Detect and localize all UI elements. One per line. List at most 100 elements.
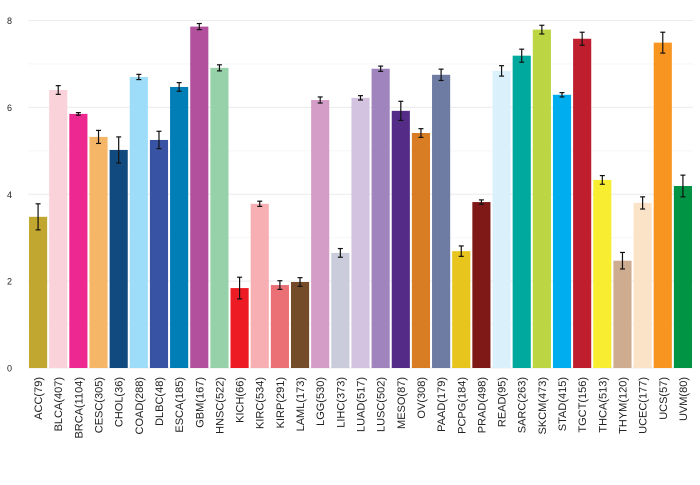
error-bar bbox=[499, 65, 505, 77]
x-tick-label: COAD(288) bbox=[134, 377, 146, 434]
x-tick-label: SKCM(473) bbox=[537, 377, 549, 434]
x-tick-label: CESC(305) bbox=[94, 377, 106, 433]
error-bar bbox=[358, 95, 363, 101]
x-tick-label: UVM(80) bbox=[678, 377, 690, 421]
x-tick-label: LIHC(373) bbox=[335, 377, 347, 428]
error-bar bbox=[257, 200, 263, 208]
y-tick-label: 0 bbox=[7, 364, 12, 374]
bar-laml bbox=[290, 281, 310, 368]
bar-kich bbox=[230, 288, 249, 368]
bar-meso bbox=[391, 110, 410, 368]
x-tick-label: LUAD(517) bbox=[356, 377, 368, 432]
bar-ucec bbox=[633, 202, 652, 368]
x-tick-label: STAD(415) bbox=[557, 377, 569, 431]
bar-gbm bbox=[190, 26, 209, 369]
bar-dlbc bbox=[149, 139, 169, 368]
bar-thym bbox=[613, 260, 632, 368]
bar-lgg bbox=[311, 99, 330, 368]
bar-luad bbox=[351, 97, 370, 368]
bar-ov bbox=[411, 133, 431, 368]
y-tick-label: 4 bbox=[7, 190, 12, 200]
bar-acc bbox=[29, 216, 48, 368]
x-tick-label: ACC(79) bbox=[33, 377, 45, 420]
error-bar bbox=[237, 276, 243, 300]
x-tick-label: BLCA(407) bbox=[53, 377, 65, 431]
error-bar bbox=[478, 199, 484, 205]
x-tick-label: CHOL(36) bbox=[114, 377, 126, 427]
x-tick-label: KICH(66) bbox=[235, 377, 247, 423]
bar-hnsc bbox=[210, 67, 229, 369]
error-bar bbox=[680, 174, 686, 198]
x-tick-label: THYM(120) bbox=[617, 377, 629, 434]
x-tick-label: PRAD(498) bbox=[476, 377, 488, 433]
x-tick-label: PAAD(179) bbox=[436, 377, 448, 432]
x-tick-label: SARC(263) bbox=[517, 377, 529, 433]
bar-stad bbox=[552, 94, 572, 368]
error-bar bbox=[297, 277, 303, 287]
bar-paad bbox=[432, 74, 451, 368]
error-bar bbox=[539, 24, 545, 35]
error-bar bbox=[136, 73, 142, 81]
bar-chol bbox=[109, 149, 128, 368]
error-bar bbox=[418, 128, 424, 138]
error-bar bbox=[599, 174, 605, 185]
x-tick-label: LUSC(502) bbox=[376, 377, 388, 432]
bar-lusc bbox=[371, 68, 390, 368]
x-tick-label: KIRP(291) bbox=[275, 377, 287, 428]
bars bbox=[29, 26, 692, 369]
x-tick-label: LAML(173) bbox=[295, 377, 307, 431]
error-bar bbox=[579, 31, 585, 46]
error-bar bbox=[378, 65, 384, 72]
bar-prad bbox=[472, 202, 491, 368]
error-bar bbox=[35, 203, 41, 231]
error-bar bbox=[196, 22, 202, 31]
y-tick-label: 2 bbox=[7, 277, 12, 287]
x-tick-label: TGCT(156) bbox=[577, 377, 589, 433]
error-bar bbox=[398, 100, 404, 122]
bar-kirc bbox=[250, 203, 269, 368]
bar-ucs bbox=[653, 42, 672, 368]
bar-brca bbox=[69, 113, 88, 368]
error-bar bbox=[660, 31, 666, 54]
error-bar bbox=[55, 85, 61, 95]
bar-esca bbox=[170, 86, 189, 368]
x-tick-label: PCPG(184) bbox=[456, 377, 468, 434]
bar-thca bbox=[593, 179, 612, 368]
bar-read bbox=[492, 70, 511, 368]
x-tick-label: MESO(87) bbox=[396, 377, 408, 429]
bar-lihc bbox=[331, 252, 350, 368]
y-tick-label: 8 bbox=[7, 16, 12, 26]
error-bar bbox=[75, 111, 81, 116]
error-bar bbox=[156, 130, 162, 150]
bar-skcm bbox=[532, 29, 551, 368]
x-tick-label: KIRC(534) bbox=[255, 377, 267, 429]
error-bars bbox=[35, 22, 686, 300]
x-axis-labels: ACC(79) BLCA(407) BRCA(1104) CESC(305) CHOL(… bbox=[33, 377, 690, 439]
x-tick-label: BRCA(1104) bbox=[73, 377, 85, 439]
x-tick-label: HNSC(522) bbox=[214, 377, 226, 434]
error-bar bbox=[96, 129, 102, 145]
error-bar bbox=[337, 247, 343, 258]
error-bar bbox=[519, 48, 525, 63]
error-bar bbox=[619, 251, 625, 270]
bar-cesc bbox=[89, 136, 108, 368]
x-tick-label: DLBC(48) bbox=[154, 377, 166, 426]
error-bar bbox=[277, 280, 283, 290]
y-tick-label: 6 bbox=[7, 103, 12, 113]
error-bar bbox=[559, 92, 565, 98]
error-bar bbox=[458, 245, 464, 257]
bar-uvm bbox=[673, 185, 692, 368]
bar-coad bbox=[129, 76, 148, 368]
error-bar bbox=[317, 96, 323, 104]
x-tick-label: LGG(530) bbox=[315, 377, 327, 426]
y-axis: 0 2 4 6 8 bbox=[7, 16, 12, 374]
error-bar bbox=[216, 64, 222, 72]
x-tick-label: READ(95) bbox=[497, 377, 509, 427]
x-tick-label: ESCA(185) bbox=[174, 377, 186, 433]
x-tick-label: UCEC(177) bbox=[638, 377, 650, 434]
bar-pcpg bbox=[452, 251, 471, 368]
bar-sarc bbox=[512, 55, 531, 368]
error-bar bbox=[116, 136, 122, 164]
error-bar bbox=[438, 68, 444, 82]
error-bar bbox=[640, 196, 646, 210]
